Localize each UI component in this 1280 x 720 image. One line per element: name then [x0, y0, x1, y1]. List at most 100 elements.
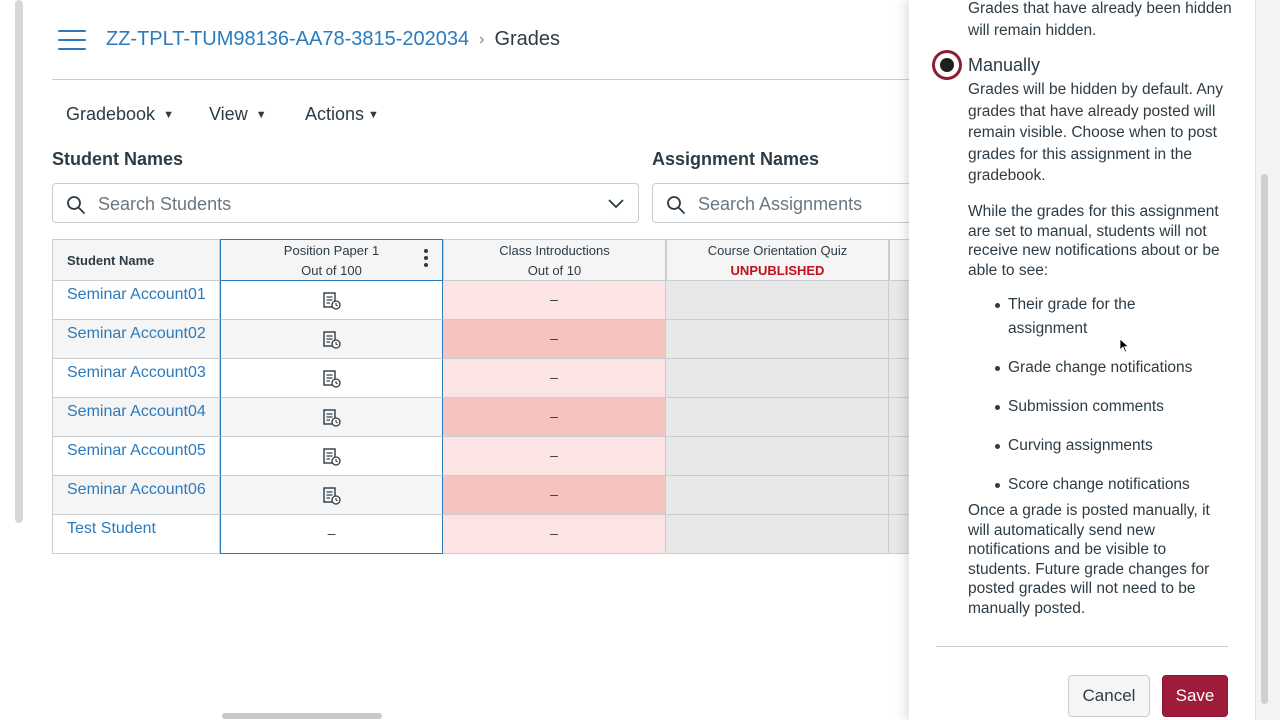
student-name-cell: Seminar Account01 [52, 281, 220, 320]
manually-radio-button[interactable] [932, 50, 962, 80]
submitted-document-icon [323, 370, 341, 388]
grade-cell-position-paper-1[interactable] [220, 320, 443, 359]
explanation-line: Once a grade is posted manually, it [968, 502, 1210, 519]
grade-cell-class-introductions[interactable]: – [443, 476, 666, 515]
page-scrollbar[interactable] [15, 0, 23, 523]
explanation-line: posted grades will not need to be [968, 580, 1196, 597]
manual-notice-text: While the grades for this assignment are… [968, 202, 1220, 280]
student-name-link[interactable]: Seminar Account05 [67, 442, 206, 459]
column-header-class-introductions[interactable]: Class Introductions Out of 10 [443, 239, 666, 281]
grade-value: – [550, 447, 558, 463]
list-item: Score change notifications [995, 473, 1208, 497]
grade-cell-position-paper-1[interactable] [220, 437, 443, 476]
student-search-input[interactable]: Search Students [52, 183, 639, 223]
list-item-text: Their grade for the [1008, 296, 1136, 313]
horizontal-scrollbar[interactable] [222, 713, 382, 719]
chevron-down-icon[interactable] [608, 198, 624, 210]
student-name-link[interactable]: Seminar Account04 [67, 403, 206, 420]
grade-cell-course-orientation-quiz[interactable] [666, 398, 889, 437]
table-row: Seminar Account03 – [52, 359, 912, 398]
grade-cell-next[interactable] [889, 320, 912, 359]
grade-cell-position-paper-1[interactable] [220, 281, 443, 320]
assignment-search-placeholder: Search Assignments [698, 194, 863, 214]
notice-line: are set to manual, students will not [968, 222, 1207, 240]
student-names-label: Student Names [52, 149, 184, 169]
column-title: Class Introductions [499, 243, 610, 258]
grade-posting-policy-tray: Grades that have already been hidden wil… [909, 0, 1255, 720]
column-points: Out of 10 [527, 263, 582, 278]
grade-cell-course-orientation-quiz[interactable] [666, 515, 889, 554]
grade-cell-course-orientation-quiz[interactable] [666, 476, 889, 515]
grade-cell-course-orientation-quiz[interactable] [666, 437, 889, 476]
column-header-course-orientation-quiz[interactable]: Course Orientation Quiz UNPUBLISHED [666, 239, 889, 281]
list-item: Curving assignments [995, 434, 1208, 458]
grade-value: – [550, 369, 558, 385]
grade-cell-position-paper-1[interactable] [220, 476, 443, 515]
table-row: Test Student – – [52, 515, 912, 554]
breadcrumb-current: Grades [494, 28, 561, 50]
search-icon [667, 196, 685, 214]
column-title: Position Paper 1 [283, 243, 380, 258]
grade-cell-class-introductions[interactable]: – [443, 281, 666, 320]
grade-cell-course-orientation-quiz[interactable] [666, 281, 889, 320]
tray-scrollbar[interactable] [1255, 0, 1280, 720]
grade-cell-next[interactable] [889, 476, 912, 515]
grade-value: – [550, 486, 558, 502]
actions-menu-button[interactable]: Actions ▼ [305, 104, 379, 125]
manually-option-description: Grades will be hidden by default. Any gr… [968, 79, 1223, 187]
grade-cell-class-introductions[interactable]: – [443, 359, 666, 398]
grade-cell-position-paper-1[interactable] [220, 359, 443, 398]
grade-cell-class-introductions[interactable]: – [443, 437, 666, 476]
column-header-next[interactable] [889, 239, 912, 281]
grade-cell-course-orientation-quiz[interactable] [666, 320, 889, 359]
posting-explanation-text: Once a grade is posted manually, it will… [968, 501, 1210, 618]
list-item: Submission comments [995, 395, 1208, 419]
manually-radio-label[interactable]: Manually [968, 55, 1041, 75]
student-name-link[interactable]: Seminar Account01 [67, 286, 206, 303]
grade-cell-position-paper-1[interactable] [220, 398, 443, 437]
submitted-document-icon [323, 331, 341, 349]
column-options-kebab-icon[interactable] [424, 249, 428, 270]
grade-cell-next[interactable] [889, 437, 912, 476]
student-name-header-label: Student Name [67, 253, 155, 268]
save-button[interactable]: Save [1162, 675, 1228, 717]
view-menu-label: View [209, 104, 248, 124]
grade-cell-class-introductions[interactable]: – [443, 398, 666, 437]
hamburger-menu-icon[interactable] [58, 30, 86, 52]
description-line: will remain hidden. [968, 21, 1097, 39]
student-name-link[interactable]: Seminar Account03 [67, 364, 206, 381]
student-name-cell: Seminar Account06 [52, 476, 220, 515]
submitted-document-icon [323, 292, 341, 310]
column-header-position-paper-1[interactable]: Position Paper 1 Out of 100 [220, 239, 443, 281]
description-line: remain visible. Choose when to post [968, 124, 1217, 141]
assignment-names-label: Assignment Names [652, 149, 820, 169]
gradebook-menu-button[interactable]: Gradebook ▼ [66, 104, 174, 125]
grade-cell-class-introductions[interactable]: – [443, 515, 666, 554]
student-name-header[interactable]: Student Name [52, 239, 220, 281]
column-title: Course Orientation Quiz [707, 243, 848, 258]
grade-cell-position-paper-1[interactable]: – [220, 515, 443, 554]
assignment-search-input[interactable]: Search Assignments [652, 183, 922, 223]
student-name-link[interactable]: Seminar Account06 [67, 481, 206, 498]
grade-cell-course-orientation-quiz[interactable] [666, 359, 889, 398]
grade-cell-next[interactable] [889, 515, 912, 554]
description-line: Grades that have already been hidden [968, 0, 1232, 17]
caret-down-icon: ▼ [368, 109, 379, 121]
list-item: Grade change notifications [995, 356, 1208, 380]
student-name-link[interactable]: Seminar Account02 [67, 325, 206, 342]
search-icon [67, 196, 85, 214]
table-row: Seminar Account05 – [52, 437, 912, 476]
tray-scrollbar-thumb[interactable] [1261, 174, 1268, 704]
mouse-cursor-icon [1119, 338, 1129, 353]
grade-cell-next[interactable] [889, 359, 912, 398]
breadcrumb-course-link[interactable]: ZZ-TPLT-TUM98136-AA78-3815-202034 [106, 28, 470, 50]
grade-cell-class-introductions[interactable]: – [443, 320, 666, 359]
grade-cell-next[interactable] [889, 281, 912, 320]
table-row: Seminar Account06 – [52, 476, 912, 515]
tray-footer-divider [936, 646, 1228, 647]
automatic-option-description: Grades that have already been hidden wil… [968, 0, 1232, 41]
cancel-button[interactable]: Cancel [1068, 675, 1150, 717]
student-name-link[interactable]: Test Student [67, 520, 156, 537]
view-menu-button[interactable]: View ▼ [209, 104, 267, 125]
grade-cell-next[interactable] [889, 398, 912, 437]
